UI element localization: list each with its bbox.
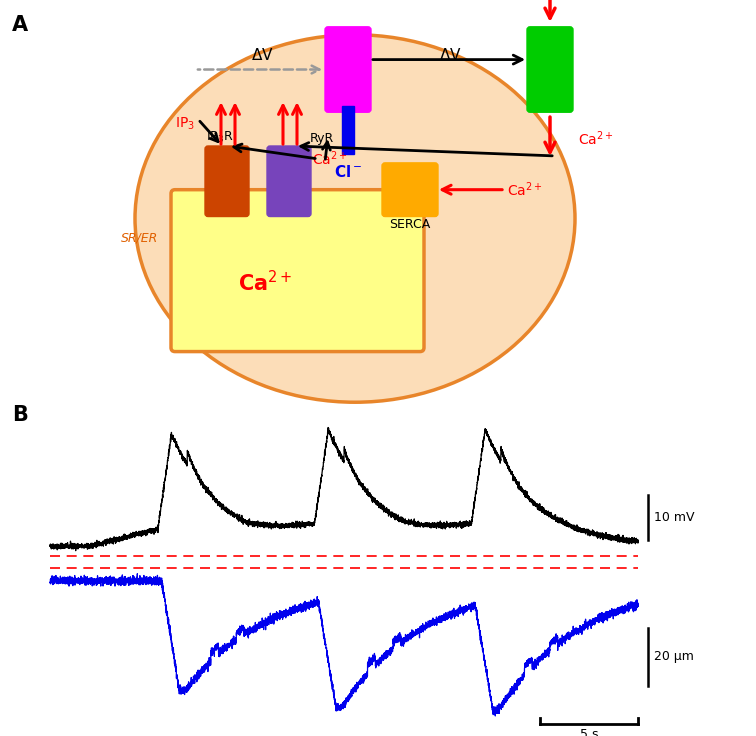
FancyBboxPatch shape xyxy=(527,26,573,112)
FancyBboxPatch shape xyxy=(205,146,249,216)
Text: A: A xyxy=(12,15,28,35)
Text: Ca$^{2+}$: Ca$^{2+}$ xyxy=(507,180,543,199)
Text: Ca$^{2+}$: Ca$^{2+}$ xyxy=(578,0,613,4)
Text: $\Delta$V: $\Delta$V xyxy=(251,46,274,63)
Text: 20 μm: 20 μm xyxy=(654,651,694,663)
Ellipse shape xyxy=(135,35,575,403)
Text: RyR: RyR xyxy=(310,132,334,145)
FancyBboxPatch shape xyxy=(342,106,354,154)
Text: $\Delta$V: $\Delta$V xyxy=(438,46,461,63)
FancyBboxPatch shape xyxy=(171,190,424,352)
Text: SR/ER: SR/ER xyxy=(122,232,159,245)
Text: SERCA: SERCA xyxy=(389,219,431,232)
Text: IP$_3$R: IP$_3$R xyxy=(206,130,234,145)
Text: B: B xyxy=(12,406,28,425)
Text: Ca$^{2+}$: Ca$^{2+}$ xyxy=(312,149,348,169)
Text: IP$_3$: IP$_3$ xyxy=(175,116,195,132)
FancyBboxPatch shape xyxy=(382,163,438,216)
Text: Ca$^{2+}$: Ca$^{2+}$ xyxy=(238,270,292,296)
FancyBboxPatch shape xyxy=(267,146,311,216)
Text: 10 mV: 10 mV xyxy=(654,511,695,523)
Text: Ca$^{2+}$: Ca$^{2+}$ xyxy=(578,130,613,149)
Text: 5 s: 5 s xyxy=(580,728,598,736)
Text: Cl$^-$: Cl$^-$ xyxy=(334,164,362,180)
FancyBboxPatch shape xyxy=(325,26,371,112)
